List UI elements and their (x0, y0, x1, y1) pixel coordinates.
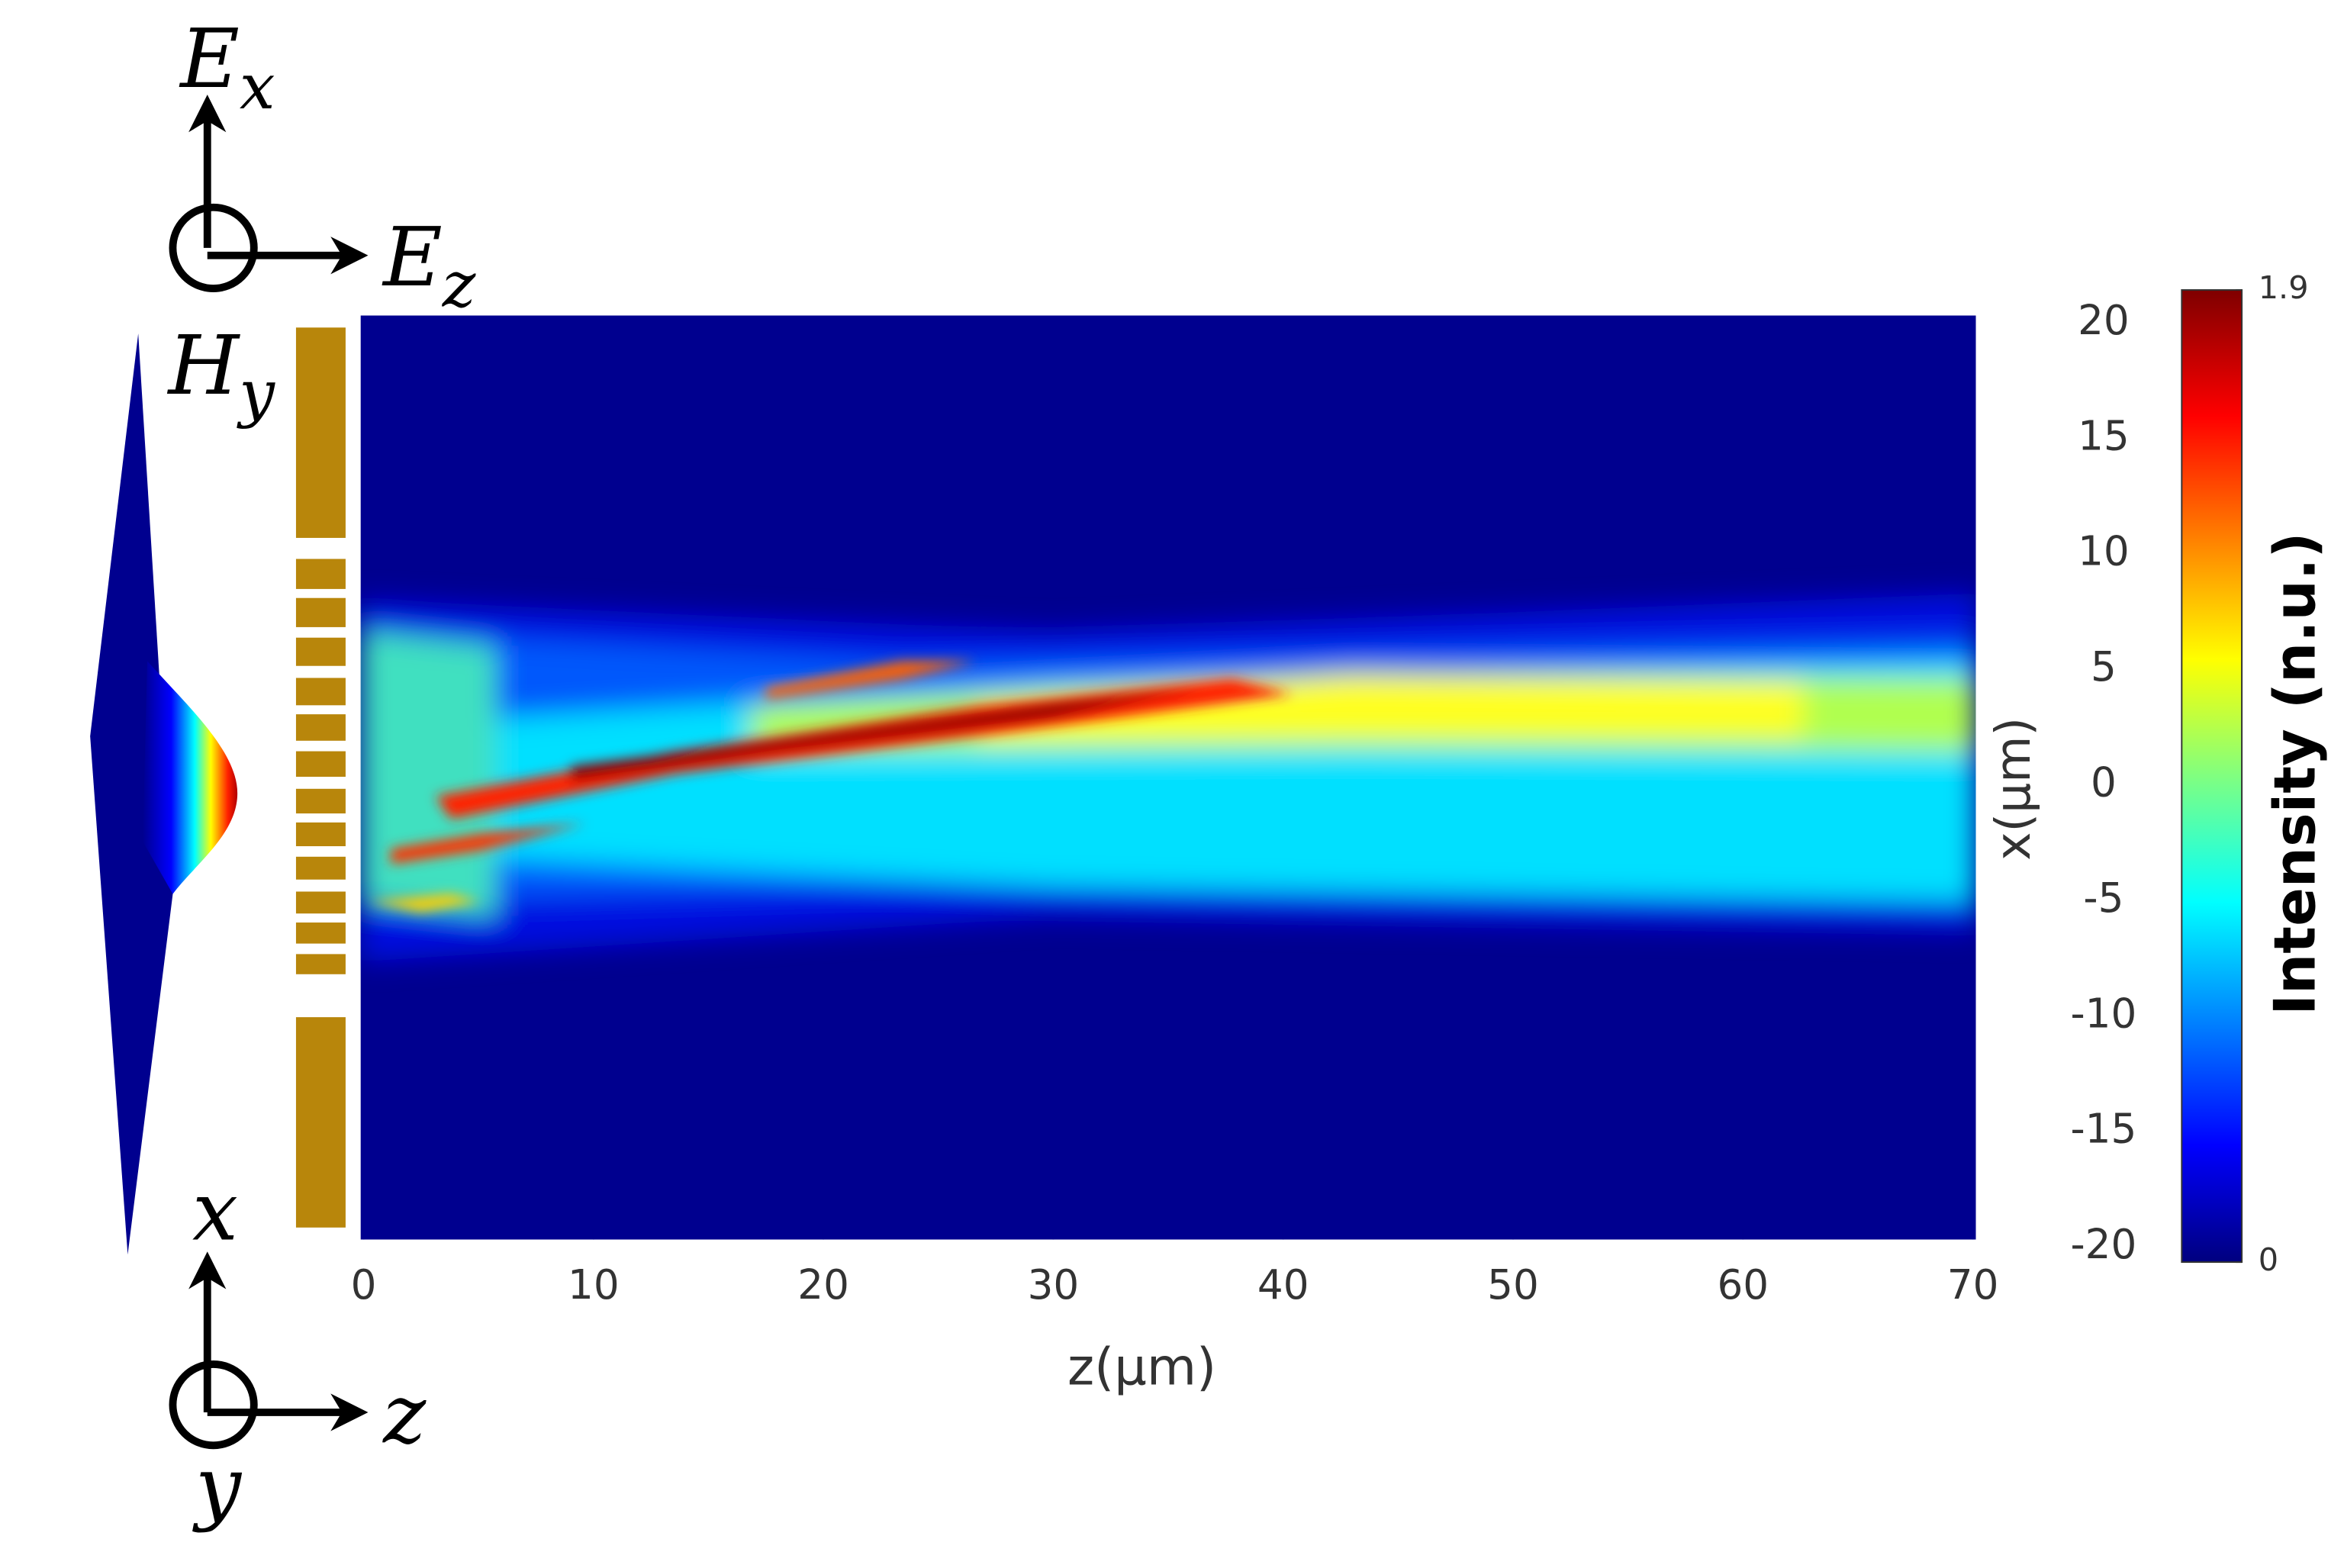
x-tick-label: 60 (1717, 1261, 1769, 1309)
annotation-main: y (192, 1440, 243, 1534)
annotation-main: x (192, 1165, 238, 1260)
x-tick-label: 0 (351, 1261, 377, 1309)
grating-bar (295, 327, 346, 538)
y-tick-label: -5 (2083, 874, 2123, 922)
incident-peak (143, 661, 238, 894)
annotation: Ex (179, 12, 275, 124)
y-tick-label: 10 (2078, 528, 2130, 575)
annotation: Hy (167, 319, 276, 430)
glyph-circle (169, 203, 258, 292)
grating-bar (295, 1017, 346, 1228)
axes-glyphs (169, 95, 369, 1450)
annotation: Ez (382, 211, 476, 322)
grating-bar (295, 954, 346, 974)
colorbar-tick-label: 1.9 (2259, 269, 2309, 306)
x-tick-label: 50 (1487, 1261, 1539, 1309)
grating-bar (295, 637, 346, 666)
x-tick-label: 20 (797, 1261, 849, 1309)
y-axis-label: x(μm) (1985, 717, 2041, 861)
annotation: x (192, 1165, 238, 1260)
colorbar-label: Intensity (n.u.) (2262, 532, 2328, 1015)
annotation-sub: y (236, 356, 275, 430)
y-tick-label: -10 (2071, 990, 2137, 1037)
glyph-circle (169, 1360, 258, 1450)
x-tick-label: 10 (568, 1261, 620, 1309)
annotation-sub: x (240, 50, 275, 124)
colorbar (2181, 289, 2243, 1264)
x-tick-label: 40 (1257, 1261, 1309, 1309)
grating-bar (295, 922, 346, 944)
incident-profile (90, 333, 173, 1255)
grating-bar (295, 891, 346, 914)
y-tick-label: -15 (2071, 1106, 2137, 1153)
grating-bar (295, 714, 346, 741)
heatmap (360, 315, 1976, 1240)
x-tick-label: 70 (1947, 1261, 1999, 1309)
annotation-main: H (167, 319, 241, 414)
annotation-sub: z (442, 248, 476, 322)
x-axis-label: z(μm) (1067, 1337, 1216, 1396)
annotation-main: E (179, 12, 240, 107)
annotation: z (382, 1367, 427, 1462)
grating-bar (295, 559, 346, 589)
y-tick-label: 0 (2091, 759, 2117, 807)
annotation-main: E (382, 211, 443, 305)
y-tick-label: 5 (2091, 643, 2117, 691)
grating-bar (295, 678, 346, 706)
y-tick-label: 15 (2078, 412, 2130, 459)
grating-bar (295, 856, 346, 880)
annotation-main: z (382, 1367, 427, 1462)
colorbar-tick-label: 0 (2259, 1241, 2278, 1278)
annotation: y (192, 1440, 243, 1534)
y-tick-label: -20 (2071, 1221, 2137, 1268)
grating-bar (295, 822, 346, 847)
y-tick-label: 20 (2078, 297, 2130, 344)
grating-bar (295, 788, 346, 814)
x-tick-label: 30 (1028, 1261, 1080, 1309)
grating-bar (295, 751, 346, 778)
grating (295, 327, 346, 1228)
grating-bar (295, 597, 346, 627)
